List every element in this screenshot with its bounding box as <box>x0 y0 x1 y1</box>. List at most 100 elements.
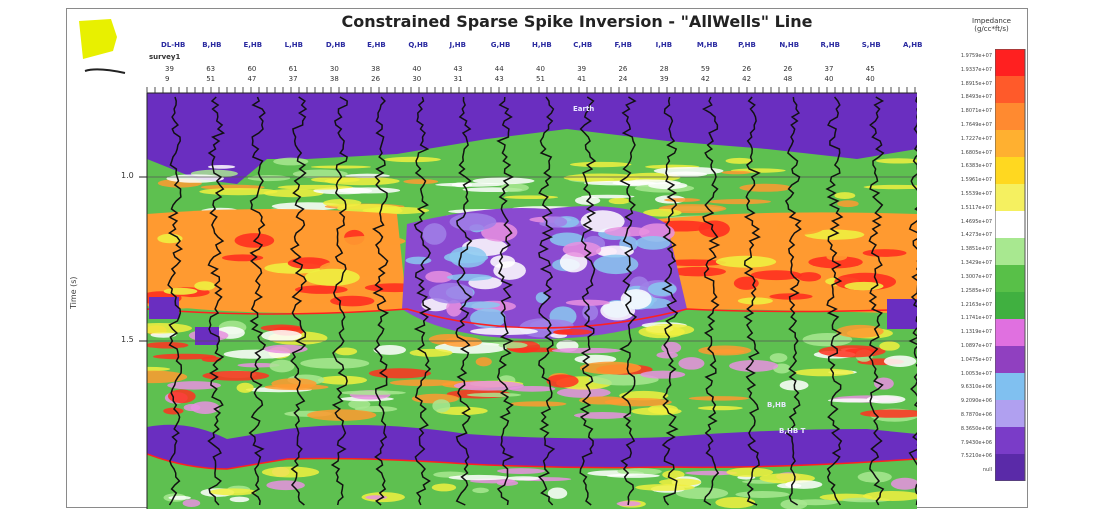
legend-value-label: null <box>982 467 992 474</box>
well-trace <box>207 96 226 506</box>
bottom-annotation-2: B,HB T <box>779 427 806 435</box>
legend-swatch <box>995 319 1025 347</box>
legend-value-label: 1.8493e+07 <box>960 94 992 101</box>
well-number-top: 28 <box>659 65 669 73</box>
legend-swatch <box>995 238 1025 266</box>
bottom-annotation-1: B,HB <box>767 401 787 409</box>
well-number-top: 30 <box>329 65 339 73</box>
well-trace <box>743 96 761 506</box>
well-trace <box>289 96 308 506</box>
well-trace <box>908 96 917 506</box>
well-number-bottom: 24 <box>618 75 628 83</box>
legend-swatch <box>995 292 1025 320</box>
legend-value-label: 7.9430e+06 <box>960 439 992 446</box>
legend-swatch <box>995 49 1025 77</box>
well-number-bottom: 47 <box>247 75 257 83</box>
legend-value-label: 1.6383e+07 <box>960 163 992 170</box>
legend-value-label: 1.2585e+07 <box>960 287 992 294</box>
well-number-bottom: 51 <box>536 75 545 83</box>
well-name-label: H,HB <box>532 41 552 49</box>
well-number-bottom: 48 <box>783 75 793 83</box>
legend-swatch <box>995 130 1025 158</box>
legend-value-label: 1.1319e+07 <box>960 329 992 336</box>
well-number-top: 43 <box>453 65 463 73</box>
figure-frame: Constrained Sparse Spike Inversion - "Al… <box>66 8 1028 509</box>
well-trace <box>784 96 802 506</box>
well-trace <box>167 96 184 506</box>
well-number-top: 45 <box>865 65 875 73</box>
legend-value-label: 1.3429e+07 <box>960 260 992 267</box>
well-number-top: 40 <box>536 65 545 73</box>
well-trace <box>702 96 721 506</box>
legend-value-label: 1.3851e+07 <box>960 246 992 253</box>
well-number-bottom: 9 <box>165 75 170 83</box>
legend-swatch <box>995 76 1025 104</box>
time-tick-1.5: 1.5 <box>121 335 134 344</box>
well-name-label: E,HB <box>367 41 386 49</box>
well-number-bottom: 41 <box>577 75 587 83</box>
well-trace <box>248 96 267 506</box>
well-trace <box>413 96 432 506</box>
legend-value-label: 1.0897e+07 <box>960 342 992 349</box>
color-legend-bar <box>995 49 1026 481</box>
well-trace <box>455 96 473 506</box>
well-number-bottom: 42 <box>742 75 752 83</box>
legend-title: Impedance (g/cc*ft/s) <box>972 17 1011 33</box>
well-name-label: DL-HB <box>161 41 186 49</box>
well-name-label: N,HB <box>779 41 800 49</box>
legend-value-label: 8.7870e+06 <box>960 411 992 418</box>
well-name-label: B,HB <box>202 41 222 49</box>
legend-swatch <box>995 400 1025 428</box>
well-number-top: 61 <box>288 65 298 73</box>
red-horizon-lower <box>147 453 917 470</box>
well-number-bottom: 42 <box>700 75 710 83</box>
figure-title: Constrained Sparse Spike Inversion - "Al… <box>341 12 813 31</box>
legend-swatch <box>995 265 1025 293</box>
well-name-label: A,HB <box>903 41 923 49</box>
legend-value-label: 1.9337e+07 <box>960 66 992 73</box>
legend-value-label: 1.8915e+07 <box>960 80 992 87</box>
well-trace <box>579 96 597 506</box>
legend-value-label: 1.7227e+07 <box>960 135 992 142</box>
well-name-label: S,HB <box>861 41 881 49</box>
well-name-label: I,HB <box>655 41 673 49</box>
well-name-label: L,HB <box>284 41 303 49</box>
well-number-top: 60 <box>247 65 257 73</box>
legend-value-label: 1.5117e+07 <box>960 204 992 211</box>
well-name-label: R,HB <box>820 41 840 49</box>
well-trace <box>372 96 389 506</box>
well-number-top: 44 <box>494 65 504 73</box>
well-name-label: Q,HB <box>408 41 429 49</box>
top-purple-band <box>147 93 917 184</box>
well-number-bottom: 37 <box>288 75 298 83</box>
legend-swatch <box>995 184 1025 212</box>
well-number-top: 26 <box>618 65 628 73</box>
well-trace <box>825 96 844 506</box>
legend-value-label: 1.8071e+07 <box>960 108 992 115</box>
legend-value-label: 1.0053e+07 <box>960 370 992 377</box>
well-trace <box>537 96 556 506</box>
legend-value-label: 1.4273e+07 <box>960 232 992 239</box>
well-trace <box>330 96 348 506</box>
well-number-bottom: 31 <box>453 75 463 83</box>
well-name-label: J,HB <box>449 41 467 49</box>
well-number-top: 63 <box>206 65 216 73</box>
legend-value-label: 1.4695e+07 <box>960 218 992 225</box>
time-tick-1.0: 1.0 <box>121 171 134 180</box>
legend-value-label: 1.6805e+07 <box>960 149 992 156</box>
well-name-label: P,HB <box>738 41 756 49</box>
well-number-bottom: 30 <box>412 75 422 83</box>
well-name-label: G,HB <box>490 41 511 49</box>
well-trace <box>496 96 515 506</box>
legend-value-label: 1.3007e+07 <box>960 273 992 280</box>
red-horizon-upper <box>147 308 917 329</box>
well-number-top: 38 <box>371 65 381 73</box>
well-number-bottom: 38 <box>329 75 339 83</box>
legend-swatch <box>995 157 1025 185</box>
well-trace <box>619 96 638 506</box>
legend-value-label: 1.5961e+07 <box>960 177 992 184</box>
well-number-top: 26 <box>783 65 793 73</box>
well-number-top: 37 <box>824 65 834 73</box>
inversion-section <box>139 87 917 509</box>
legend-value-label: 1.1741e+07 <box>960 315 992 322</box>
